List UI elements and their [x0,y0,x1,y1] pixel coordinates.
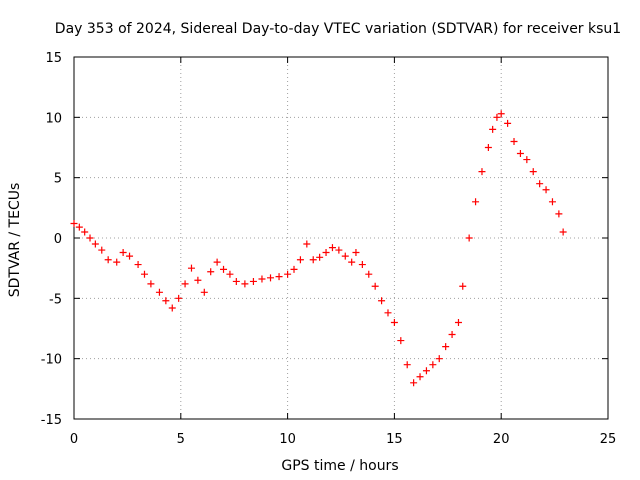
data-point [267,274,275,282]
data-point [384,309,392,317]
grid-lines [74,57,608,419]
data-point [316,253,324,261]
data-point [207,268,215,276]
data-point [168,304,176,312]
data-point [220,265,228,273]
data-point [91,240,99,248]
data-point [504,119,512,127]
data-point [75,223,83,231]
data-point [365,270,373,278]
data-point [371,282,379,290]
data-point [454,318,462,326]
data-point [484,144,492,151]
data-point [478,168,486,176]
data-point [275,273,283,281]
data-point [181,280,189,288]
x-axis-label: GPS time / hours [281,458,398,474]
data-points [70,110,567,387]
data-point [213,258,221,266]
data-point [410,379,418,387]
data-point [284,270,292,278]
data-point [98,246,106,254]
data-point [226,270,234,278]
data-point [516,150,524,158]
data-point [465,234,473,242]
axis-ticks: 0 5 10 15 20 25 -15 -10 -5 0 5 10 15 [41,51,617,447]
data-point [335,246,343,254]
y-tick-label: 0 [54,232,62,247]
data-point [328,244,336,252]
chart-title: Day 353 of 2024, Sidereal Day-to-day VTE… [55,21,621,37]
x-tick-label: 5 [177,432,185,447]
data-point [523,156,531,164]
y-tick-label: -10 [41,353,62,368]
data-point [232,277,240,285]
data-point [70,220,78,228]
data-point [119,248,127,256]
data-point [497,110,505,118]
data-point [322,248,330,256]
data-point [555,210,563,218]
data-point [113,258,121,266]
x-tick-label: 10 [279,432,296,447]
data-point [422,367,430,375]
data-point [296,256,304,264]
data-point [348,258,356,266]
data-point [548,198,556,206]
data-point [448,331,456,339]
data-point [403,361,411,369]
data-point [378,297,386,305]
data-point [155,288,163,296]
data-point [194,276,202,284]
data-point [435,355,443,363]
data-point [442,343,450,351]
y-axis-label: SDTVAR / TECUs [7,183,23,298]
data-point [249,277,257,285]
data-point [309,256,317,264]
data-point [510,137,518,145]
data-point [416,373,424,381]
data-point [493,113,501,121]
data-point [134,261,142,269]
data-point [200,288,208,296]
data-point [175,294,183,302]
y-tick-label: 15 [45,51,62,66]
data-point [529,168,537,176]
data-point [341,252,349,260]
data-point [86,234,94,242]
data-point [303,240,311,248]
data-point [559,228,567,236]
x-tick-label: 15 [386,432,403,447]
data-point [390,318,398,326]
data-point [241,280,249,288]
data-point [489,125,497,133]
data-point [126,252,134,260]
x-tick-label: 25 [600,432,617,447]
data-point [472,198,480,206]
data-point [290,265,298,273]
data-point [162,297,170,305]
data-point [81,228,89,236]
data-point [536,180,544,188]
data-point [104,256,112,264]
data-point [147,280,155,288]
data-point [352,248,360,256]
x-tick-label: 0 [70,432,78,447]
x-tick-label: 20 [493,432,510,447]
y-tick-label: 5 [54,172,62,187]
data-point [459,282,467,290]
data-point [397,337,405,345]
y-tick-label: -15 [41,413,62,428]
data-point [140,270,148,278]
data-point [258,275,266,283]
y-tick-label: 10 [45,111,62,126]
data-point [187,264,195,272]
y-tick-label: -5 [49,292,62,307]
data-point [542,186,550,194]
data-point [358,261,366,269]
data-point [429,361,437,369]
